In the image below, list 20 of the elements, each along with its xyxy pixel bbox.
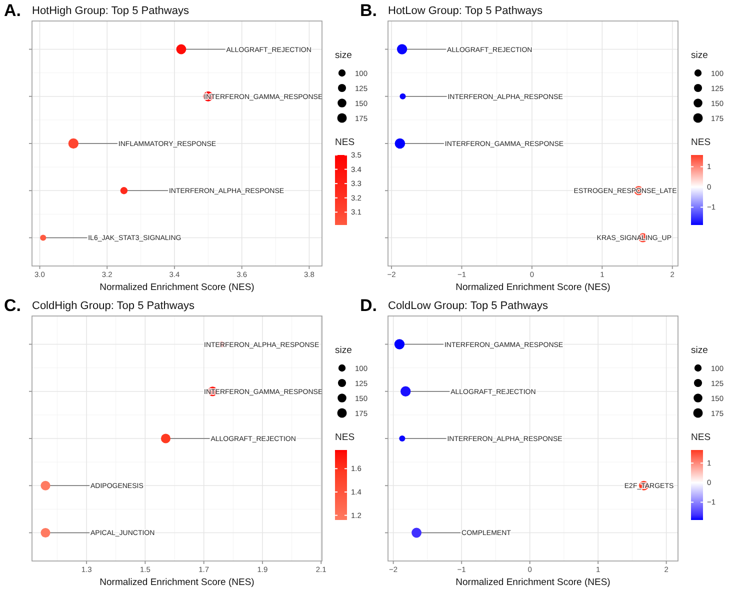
chart-title: HotHigh Group: Top 5 Pathways <box>32 5 190 17</box>
chart-title: HotLow Group: Top 5 Pathways <box>388 5 543 17</box>
chart-title: ColdHigh Group: Top 5 Pathways <box>32 300 195 312</box>
text: B. <box>360 1 377 20</box>
x-axis-title: Normalized Enrichment Score (NES) <box>100 282 254 293</box>
legend-title: size <box>691 345 708 356</box>
legend-title: size <box>691 50 708 61</box>
x-axis-title: Normalized Enrichment Score (NES) <box>100 577 254 588</box>
x-axis-title: Normalized Enrichment Score (NES) <box>456 282 610 293</box>
legend-title: size <box>335 50 352 61</box>
color-bar-title: NES <box>691 137 711 148</box>
x-axis-title: Normalized Enrichment Score (NES) <box>456 577 610 588</box>
color-bar-title: NES <box>691 432 711 443</box>
color-bar-title: NES <box>335 137 355 148</box>
text: C. <box>4 296 21 315</box>
color-bar-title: NES <box>335 432 355 443</box>
chart-title: ColdLow Group: Top 5 Pathways <box>388 300 548 312</box>
legend-title: size <box>335 345 352 356</box>
text: A. <box>4 1 21 20</box>
text: D. <box>360 296 377 315</box>
